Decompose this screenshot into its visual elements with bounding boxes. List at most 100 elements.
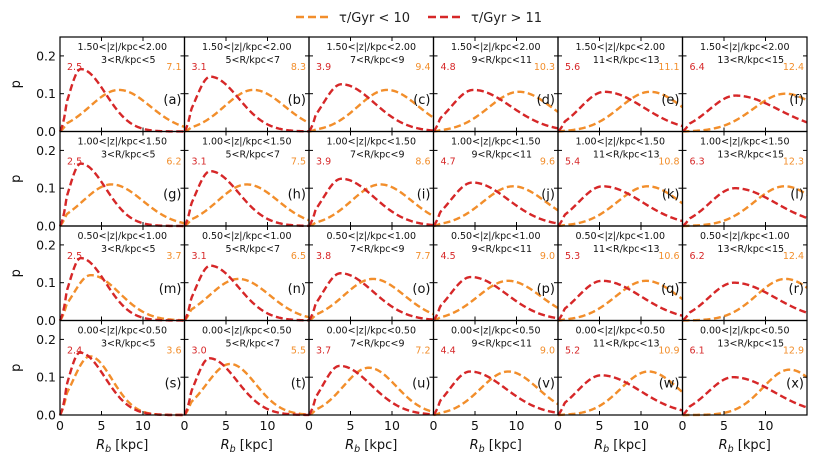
panel-n: 0.50<|z|/kpc<1.00 5<R/kpc<7 3.1 6.5 (n)	[183, 225, 310, 322]
panel-letter: (c)	[413, 93, 430, 108]
panel-letter: (i)	[417, 188, 431, 203]
legend-label-young: τ/Gyr < 10	[339, 11, 410, 26]
old-peak-label: 4.4	[441, 346, 456, 357]
panel-k: 1.00<|z|/kpc<1.50 11<R/kpc<13 5.4 10.8 (k)	[557, 130, 684, 228]
old-peak-label: 3.8	[316, 251, 331, 262]
r-bin-label: 9<R/kpc<11	[471, 150, 532, 161]
young-peak-label: 6.5	[291, 251, 306, 262]
panel-r: 0.50<|z|/kpc<1.00 13<R/kpc<15 6.2 12.4 (r)	[681, 225, 808, 322]
young-peak-label: 8.3	[291, 62, 306, 73]
x-tick-label: 5	[98, 418, 106, 433]
old-curve	[432, 370, 559, 416]
x-tick-label: 0	[305, 418, 313, 433]
y-tick-label: 0.1	[36, 370, 56, 385]
old-curve	[183, 357, 310, 417]
old-curve	[681, 281, 808, 322]
r-bin-label: 11<R/kpc<13	[593, 244, 660, 255]
r-bin-label: 13<R/kpc<15	[717, 55, 784, 66]
young-curve	[58, 355, 185, 417]
r-bin-label: 5<R/kpc<7	[225, 339, 280, 350]
x-axis-label: Rb [kpc]	[221, 438, 273, 455]
old-peak-label: 4.5	[441, 251, 456, 262]
x-axis-label: Rb [kpc]	[96, 438, 148, 455]
panel-a: 1.50<|z|/kpc<2.00 3<R/kpc<5 2.5 7.1 (a) 0.0 0.…	[9, 36, 186, 139]
z-bin-label: 1.00<|z|/kpc<1.50	[700, 137, 790, 148]
y-tick-label: 0.2	[36, 143, 56, 158]
young-peak-label: 5.5	[291, 346, 306, 357]
r-bin-label: 13<R/kpc<15	[717, 339, 784, 350]
old-curve	[183, 75, 310, 133]
panel-h: 1.00<|z|/kpc<1.50 5<R/kpc<7 3.1 7.5 (h)	[183, 130, 310, 228]
panel-t: 0.00<|z|/kpc<0.50 5<R/kpc<7 3.0 5.5 (t) 0 5 10 R…	[181, 319, 310, 455]
x-tick-label: 10	[509, 418, 525, 433]
young-curve	[682, 185, 808, 228]
old-curve	[58, 351, 185, 417]
young-peak-label: 11.1	[658, 62, 679, 73]
z-bin-label: 0.00<|z|/kpc<0.50	[451, 326, 541, 337]
old-curve	[432, 275, 559, 322]
y-axis-label: p	[9, 364, 24, 372]
panel-j: 1.00<|z|/kpc<1.50 9<R/kpc<11 4.7 9.6 (j)	[432, 130, 559, 228]
r-bin-label: 7<R/kpc<9	[350, 244, 405, 255]
young-peak-label: 10.6	[658, 251, 679, 262]
panel-letter: (d)	[537, 93, 555, 108]
panel-p: 0.50<|z|/kpc<1.00 9<R/kpc<11 4.5 9.0 (p)	[432, 225, 559, 322]
panel-letter: (m)	[159, 282, 182, 297]
panel-grid: 1.50<|z|/kpc<2.003<R/kpc<52.5 7.1(a)0.00.…	[9, 36, 808, 455]
z-bin-label: 1.50<|z|/kpc<2.00	[202, 42, 292, 53]
young-curve	[183, 362, 310, 416]
panel-g: 1.00<|z|/kpc<1.50 3<R/kpc<5 2.5 6.2 (g) 0.0 0.…	[9, 130, 186, 234]
panel-letter: (p)	[537, 282, 555, 297]
young-peak-label: 10.9	[658, 346, 679, 357]
young-curve	[557, 279, 684, 322]
x-tick-label: 0	[430, 418, 438, 433]
panel-letter: (j)	[541, 188, 555, 203]
x-tick-label: 10	[633, 418, 649, 433]
panel-x: 0.00<|z|/kpc<0.50 13<R/kpc<15 6.1 12.9 (x) 0 5…	[679, 319, 808, 455]
x-tick-label: 0	[554, 418, 562, 433]
old-peak-label: 6.3	[690, 157, 705, 168]
old-peak-label: 5.2	[565, 346, 580, 357]
panel-letter: (x)	[786, 377, 804, 392]
young-peak-label: 7.2	[415, 346, 430, 357]
x-axis-label: Rb [kpc]	[345, 438, 397, 455]
young-curve	[59, 273, 185, 322]
old-peak-label: 5.4	[565, 157, 580, 168]
panel-letter: (v)	[537, 377, 555, 392]
old-curve	[557, 374, 683, 416]
x-tick-label: 0	[181, 418, 189, 433]
z-bin-label: 0.50<|z|/kpc<1.00	[77, 231, 167, 242]
panel-s: 0.00<|z|/kpc<0.50 3<R/kpc<5 2.4 3.6 (s) 0.0 0.…	[9, 319, 186, 455]
young-peak-label: 7.5	[291, 157, 306, 168]
panel-f: 1.50<|z|/kpc<2.00 13<R/kpc<15 6.4 12.4 (f)	[681, 36, 808, 133]
z-bin-label: 0.50<|z|/kpc<1.00	[700, 231, 790, 242]
x-axis-label: Rb [kpc]	[719, 438, 771, 455]
old-peak-label: 3.0	[192, 346, 207, 357]
old-peak-label: 5.6	[565, 62, 580, 73]
panel-w: 0.00<|z|/kpc<0.50 11<R/kpc<13 5.2 10.9 (w) 0 5…	[554, 319, 684, 455]
old-peak-label: 4.8	[441, 62, 456, 73]
z-bin-label: 0.00<|z|/kpc<0.50	[700, 326, 790, 337]
old-curve	[432, 88, 559, 133]
old-curve	[307, 364, 434, 416]
young-peak-label: 9.6	[540, 157, 555, 168]
y-tick-label: 0.1	[36, 181, 56, 196]
old-curve	[557, 279, 683, 322]
young-curve	[308, 277, 434, 322]
y-tick-label: 0.0	[36, 219, 56, 234]
r-bin-label: 5<R/kpc<7	[225, 150, 280, 161]
y-tick-label: 0.2	[36, 48, 56, 63]
panel-i: 1.00<|z|/kpc<1.50 7<R/kpc<9 3.9 8.6 (i)	[307, 130, 435, 228]
r-bin-label: 3<R/kpc<5	[101, 150, 156, 161]
y-tick-label: 0.0	[36, 313, 56, 328]
x-axis-label: Rb [kpc]	[594, 438, 646, 455]
old-peak-label: 3.1	[192, 157, 207, 168]
x-axis-label: Rb [kpc]	[470, 438, 522, 455]
young-curve	[59, 183, 185, 227]
young-peak-label: 7.1	[166, 62, 181, 73]
y-tick-label: 0.1	[36, 275, 56, 290]
r-bin-label: 7<R/kpc<9	[350, 150, 405, 161]
old-peak-label: 6.2	[690, 251, 705, 262]
old-curve	[681, 375, 808, 416]
old-peak-label: 5.3	[565, 251, 580, 262]
